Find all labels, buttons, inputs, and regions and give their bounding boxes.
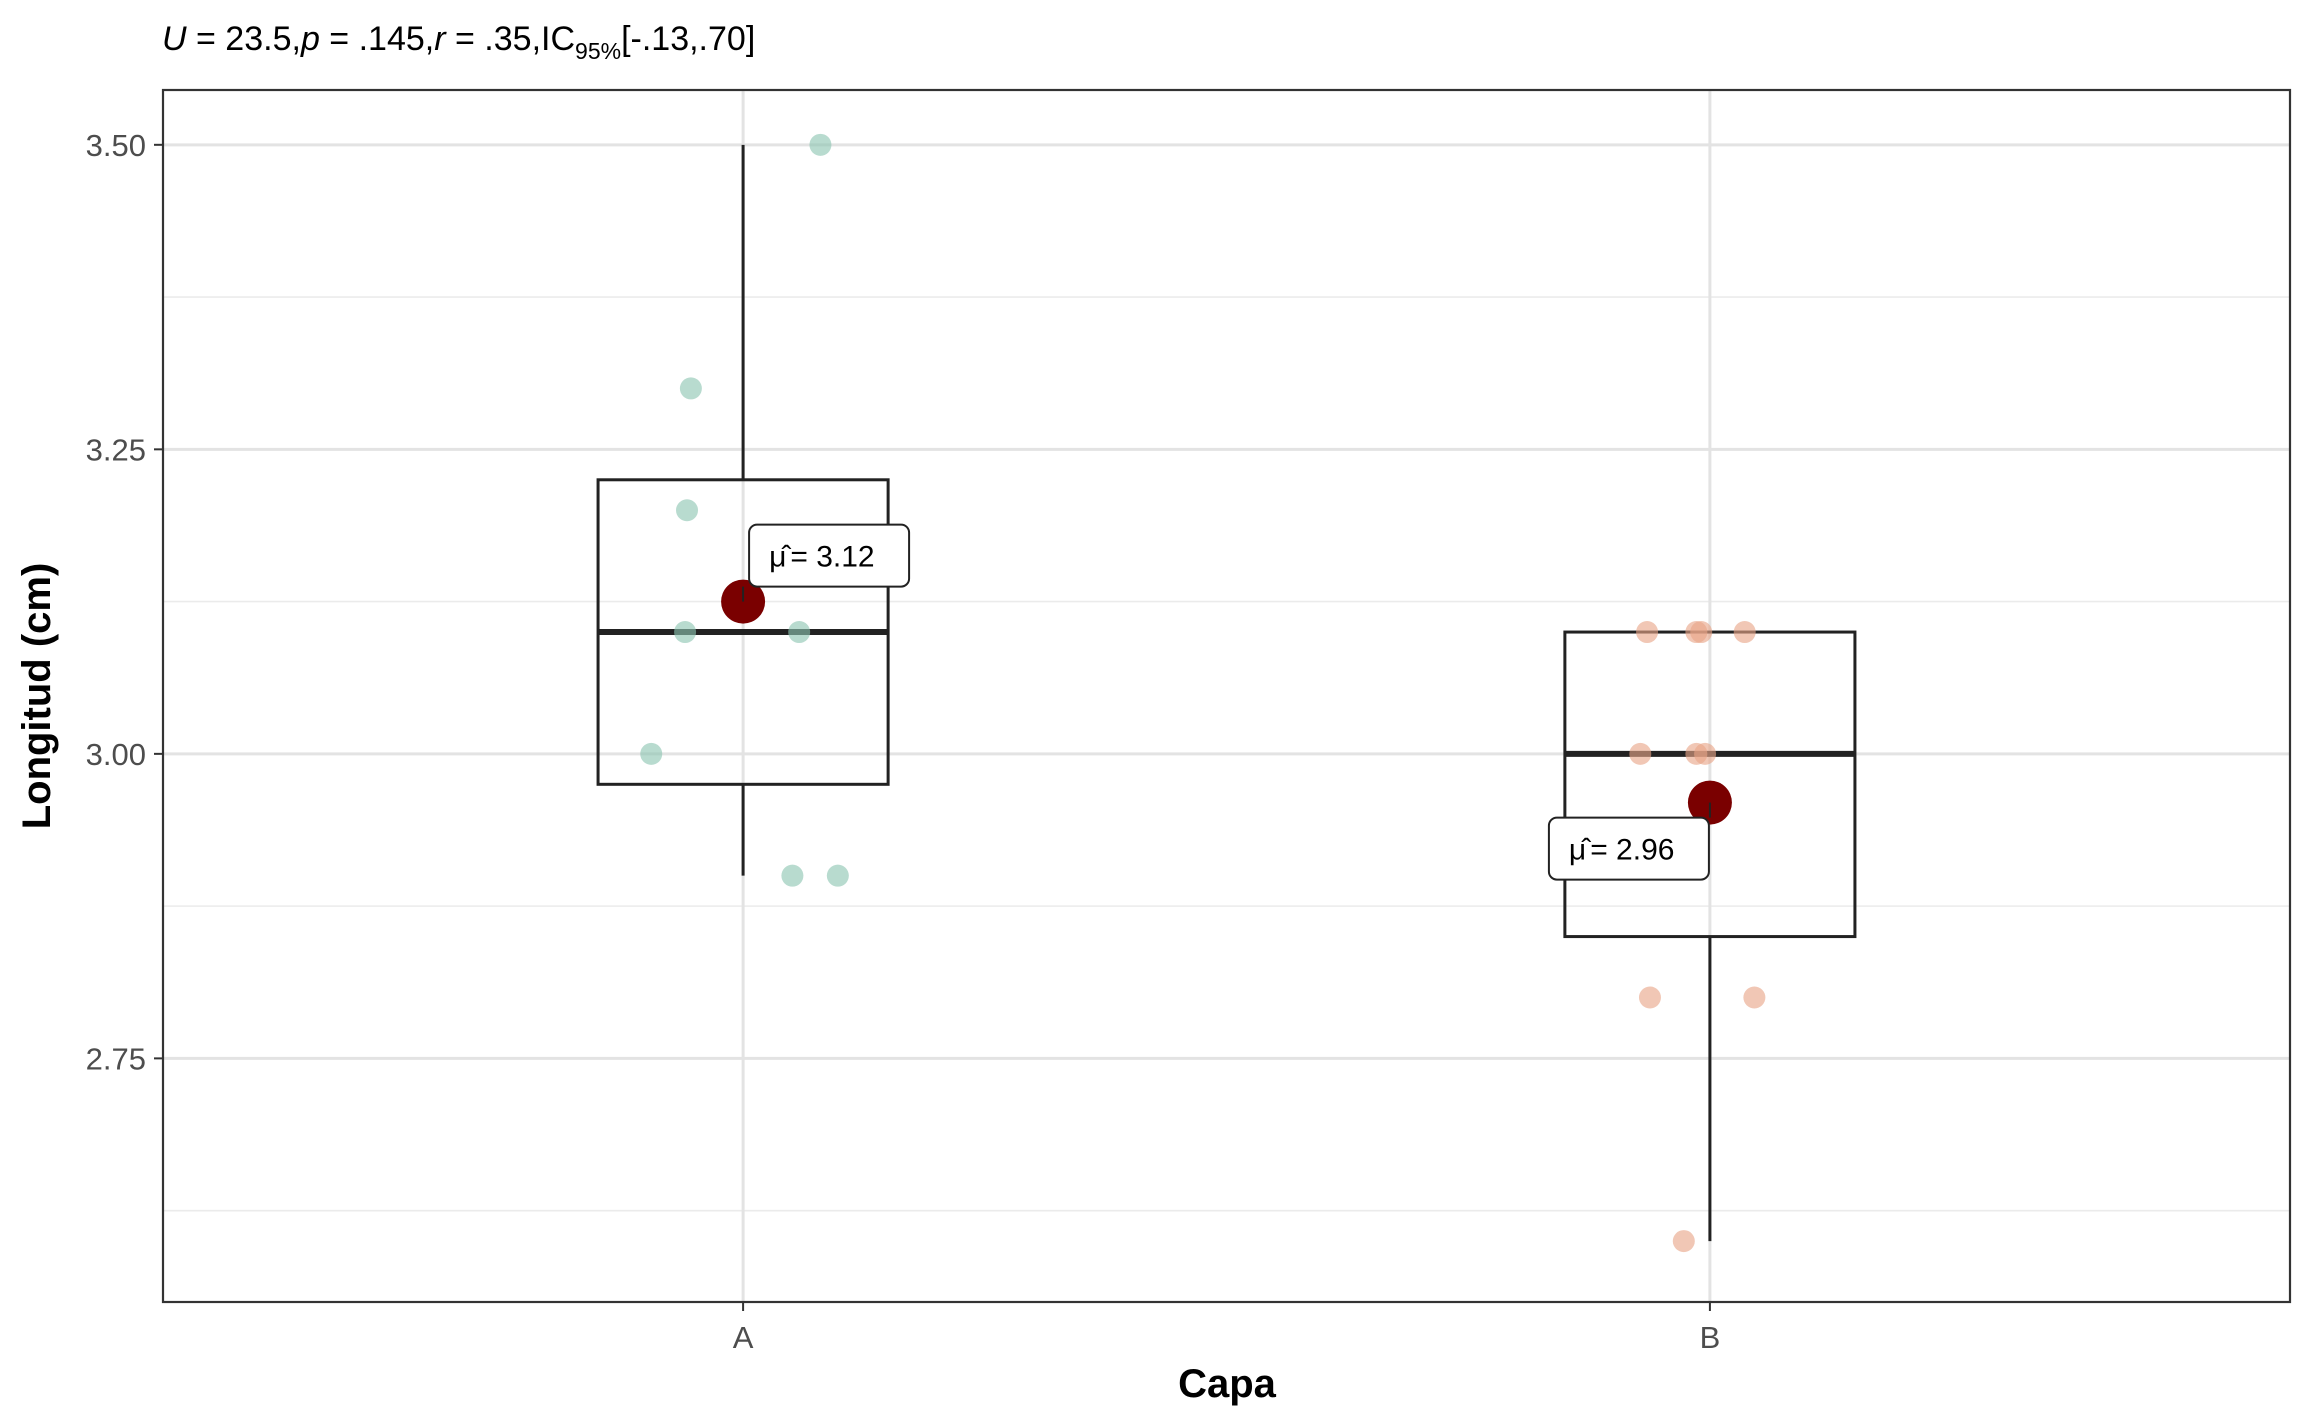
data-point	[826, 864, 849, 887]
data-point	[788, 621, 811, 644]
data-point	[1690, 621, 1713, 644]
mean-label: μ̂ = 3.12	[769, 541, 875, 574]
subtitle-u-label: U	[162, 20, 187, 58]
subtitle-ci-label: IC	[541, 20, 575, 58]
y-tick-label: 3.25	[86, 432, 146, 467]
y-axis: 2.75 3.00 3.25 3.50	[86, 128, 163, 1076]
subtitle-r-label: r	[434, 20, 447, 58]
x-axis-label: Capa	[1178, 1362, 1277, 1406]
data-points	[640, 133, 1766, 1253]
data-point	[679, 377, 702, 400]
mean-markers: μ̂ = 3.12μ̂ = 2.96	[721, 523, 1732, 881]
y-tick-label: 3.50	[86, 128, 146, 163]
subtitle-p-label: p	[300, 20, 320, 58]
subtitle-ci-subscript: 95%	[575, 38, 621, 64]
subtitle-ci-value: [-.13,.70]	[621, 20, 755, 58]
data-point	[640, 742, 663, 765]
x-tick-label: A	[733, 1320, 754, 1355]
mean-value: = 2.96	[1590, 834, 1674, 867]
data-point	[1636, 621, 1659, 644]
x-tick-label: B	[1700, 1320, 1721, 1355]
data-point	[676, 499, 699, 522]
subtitle-r-value: = .35,	[446, 20, 541, 58]
data-point	[781, 864, 804, 887]
data-point	[1638, 986, 1661, 1009]
data-point	[1672, 1230, 1695, 1253]
mean-symbol: μ̂	[1569, 834, 1591, 867]
mean-symbol: μ̂	[769, 541, 791, 574]
mean-label-box	[748, 523, 911, 588]
mean-label-box	[1547, 816, 1710, 881]
mean-value: = 3.12	[790, 541, 874, 574]
boxplot-group	[596, 144, 1857, 1242]
plot-panel-border	[161, 88, 2292, 1304]
subtitle-p-value: = .145,	[320, 20, 434, 58]
data-point	[1694, 742, 1717, 765]
data-point	[809, 133, 832, 156]
y-tick-label: 2.75	[86, 1041, 146, 1076]
y-axis-label: Longitud (cm)	[15, 563, 59, 830]
y-tick-label: 3.00	[86, 737, 146, 772]
grid-lines	[163, 90, 2290, 1302]
data-point	[1733, 621, 1756, 644]
data-point	[1629, 742, 1652, 765]
mean-label: μ̂ = 2.96	[1569, 834, 1675, 867]
chart-subtitle: U = 23.5,p = .145,r = .35,IC95%[-.13,.70…	[162, 20, 755, 64]
subtitle-u-value: = 23.5,	[187, 20, 301, 58]
data-point	[1743, 986, 1766, 1009]
data-point	[674, 621, 697, 644]
